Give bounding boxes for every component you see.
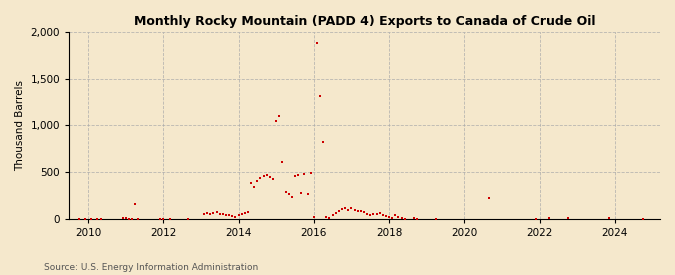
- Point: [638, 216, 649, 221]
- Point: [249, 185, 260, 189]
- Point: [126, 217, 137, 221]
- Point: [202, 211, 213, 216]
- Point: [318, 140, 329, 144]
- Point: [183, 217, 194, 221]
- Point: [543, 216, 554, 221]
- Point: [92, 216, 103, 221]
- Point: [352, 208, 363, 213]
- Point: [362, 212, 373, 216]
- Point: [217, 212, 228, 216]
- Point: [383, 215, 394, 219]
- Point: [155, 217, 165, 221]
- Point: [330, 211, 341, 215]
- Point: [252, 178, 263, 183]
- Point: [531, 217, 542, 221]
- Title: Monthly Rocky Mountain (PADD 4) Exports to Canada of Crude Oil: Monthly Rocky Mountain (PADD 4) Exports …: [134, 15, 595, 28]
- Point: [240, 211, 250, 215]
- Point: [308, 215, 319, 219]
- Point: [233, 213, 244, 217]
- Point: [299, 172, 310, 176]
- Point: [198, 212, 209, 216]
- Point: [230, 215, 241, 219]
- Point: [164, 217, 175, 221]
- Point: [215, 212, 225, 216]
- Point: [261, 173, 272, 177]
- Point: [221, 213, 232, 218]
- Point: [95, 217, 106, 221]
- Point: [296, 191, 306, 195]
- Point: [365, 213, 376, 217]
- Text: Source: U.S. Energy Information Administration: Source: U.S. Energy Information Administ…: [44, 263, 258, 272]
- Point: [211, 210, 222, 214]
- Point: [124, 216, 134, 221]
- Point: [312, 40, 323, 45]
- Point: [290, 174, 300, 178]
- Point: [265, 175, 275, 179]
- Point: [158, 216, 169, 221]
- Point: [324, 216, 335, 221]
- Point: [431, 217, 441, 221]
- Point: [358, 210, 369, 214]
- Point: [227, 214, 238, 218]
- Point: [333, 209, 344, 213]
- Point: [130, 202, 140, 207]
- Point: [208, 211, 219, 215]
- Point: [242, 210, 253, 214]
- Point: [484, 196, 495, 200]
- Point: [268, 177, 279, 181]
- Point: [562, 216, 573, 220]
- Point: [80, 217, 90, 221]
- Point: [259, 174, 269, 178]
- Point: [246, 180, 256, 185]
- Point: [349, 207, 360, 212]
- Point: [133, 216, 144, 221]
- Point: [412, 216, 423, 221]
- Point: [205, 212, 216, 216]
- Point: [387, 216, 398, 220]
- Point: [277, 160, 288, 164]
- Point: [396, 216, 407, 221]
- Point: [120, 216, 131, 220]
- Point: [284, 191, 294, 196]
- Point: [337, 207, 348, 211]
- Point: [340, 206, 350, 210]
- Point: [603, 216, 614, 220]
- Point: [377, 213, 388, 218]
- Point: [393, 215, 404, 219]
- Point: [255, 176, 266, 180]
- Point: [356, 209, 367, 214]
- Point: [381, 214, 392, 218]
- Point: [86, 217, 97, 221]
- Point: [271, 119, 281, 123]
- Point: [346, 206, 357, 210]
- Point: [236, 212, 247, 216]
- Point: [274, 114, 285, 118]
- Point: [223, 213, 234, 217]
- Point: [305, 171, 316, 175]
- Point: [343, 208, 354, 212]
- Point: [321, 214, 331, 219]
- Point: [374, 211, 385, 215]
- Point: [390, 213, 401, 217]
- Point: [280, 190, 291, 194]
- Point: [400, 216, 410, 221]
- Point: [286, 194, 297, 199]
- Point: [117, 216, 128, 221]
- Point: [327, 213, 338, 217]
- Point: [293, 173, 304, 177]
- Point: [73, 217, 84, 221]
- Y-axis label: Thousand Barrels: Thousand Barrels: [15, 80, 25, 171]
- Point: [368, 212, 379, 217]
- Point: [315, 94, 325, 98]
- Point: [409, 216, 420, 221]
- Point: [302, 191, 313, 196]
- Point: [371, 211, 382, 216]
